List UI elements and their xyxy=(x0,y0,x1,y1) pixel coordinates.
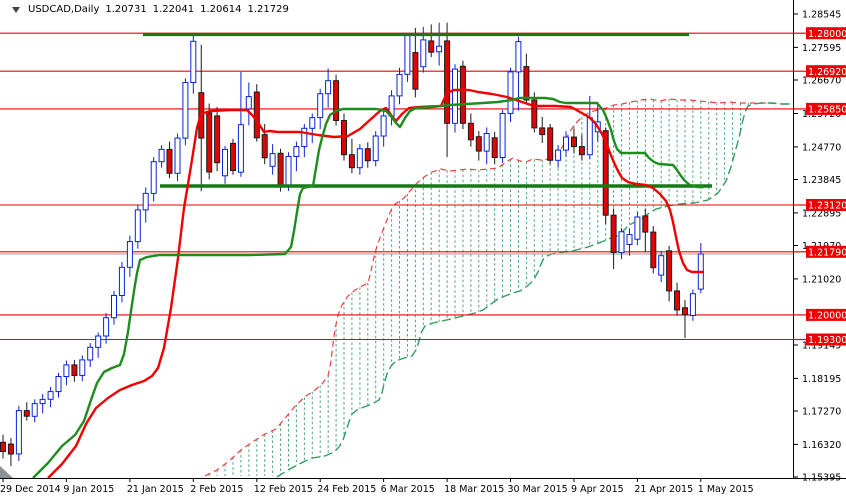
svg-text:1.24770: 1.24770 xyxy=(802,142,841,153)
ohlc-close: 1.21729 xyxy=(247,4,289,15)
svg-text:1.19300: 1.19300 xyxy=(808,335,846,346)
svg-text:1.28000: 1.28000 xyxy=(808,29,846,40)
svg-text:1.21020: 1.21020 xyxy=(802,274,841,285)
svg-text:1.26920: 1.26920 xyxy=(808,67,846,78)
svg-text:1.27595: 1.27595 xyxy=(802,43,841,54)
svg-text:12 Feb 2015: 12 Feb 2015 xyxy=(254,484,313,495)
bear-candles xyxy=(0,40,688,455)
svg-text:1.21790: 1.21790 xyxy=(808,247,846,258)
triangle-down-icon[interactable] xyxy=(12,6,20,13)
svg-text:1.22895: 1.22895 xyxy=(802,208,841,219)
svg-text:1.20000: 1.20000 xyxy=(808,311,846,322)
green-trendlines[interactable] xyxy=(143,32,712,188)
bull-candle-wicks xyxy=(18,22,702,461)
svg-text:30 Mar 2015: 30 Mar 2015 xyxy=(508,484,568,495)
bull-candles xyxy=(15,34,704,455)
svg-text:1 May 2015: 1 May 2015 xyxy=(698,484,754,495)
svg-text:29 Dec 2014: 29 Dec 2014 xyxy=(0,484,61,495)
svg-text:1.15395: 1.15395 xyxy=(802,472,841,483)
svg-text:1.19145: 1.19145 xyxy=(802,340,841,351)
chart-title: USDCAD,Daily 1.20731 1.22041 1.20614 1.2… xyxy=(12,4,289,15)
svg-text:1.23120: 1.23120 xyxy=(808,201,846,212)
svg-text:1.18195: 1.18195 xyxy=(802,374,841,385)
ohlc-open: 1.20731 xyxy=(105,4,147,15)
gray-corner-arrow-icon[interactable] xyxy=(0,466,13,478)
chart-symbol-timeframe: USDCAD,Daily xyxy=(28,4,100,15)
svg-text:1.16320: 1.16320 xyxy=(802,440,841,451)
svg-text:1.28545: 1.28545 xyxy=(802,9,841,20)
svg-text:18 Mar 2015: 18 Mar 2015 xyxy=(444,484,504,495)
svg-text:24 Feb 2015: 24 Feb 2015 xyxy=(317,484,376,495)
senkou-span-a-line xyxy=(204,98,790,477)
svg-text:1.17270: 1.17270 xyxy=(802,406,841,417)
svg-text:1.23845: 1.23845 xyxy=(802,175,841,186)
svg-text:21 Apr 2015: 21 Apr 2015 xyxy=(634,484,693,495)
tenkan-sen-line xyxy=(47,88,704,479)
svg-text:6 Mar 2015: 6 Mar 2015 xyxy=(381,484,435,495)
svg-text:1.25850: 1.25850 xyxy=(808,105,846,116)
svg-text:1.26670: 1.26670 xyxy=(802,75,841,86)
senkou-span-b-line xyxy=(276,102,790,478)
time-axis-labels: 29 Dec 2014 9 Jan 2015 21 Jan 2015 2 Feb 20… xyxy=(0,478,754,495)
kijun-sen-line xyxy=(32,96,704,479)
svg-text:2 Feb 2015: 2 Feb 2015 xyxy=(190,484,243,495)
ohlc-high: 1.22041 xyxy=(152,4,195,15)
svg-text:21 Jan 2015: 21 Jan 2015 xyxy=(127,484,184,495)
red-level-badges: 1.28000 1.26920 1.25850 1.23120 1.21790 1.200… xyxy=(793,27,846,346)
svg-text:9 Jan 2015: 9 Jan 2015 xyxy=(63,484,114,495)
svg-text:9 Apr 2015: 9 Apr 2015 xyxy=(571,484,624,495)
ohlc-low: 1.20614 xyxy=(200,4,242,15)
